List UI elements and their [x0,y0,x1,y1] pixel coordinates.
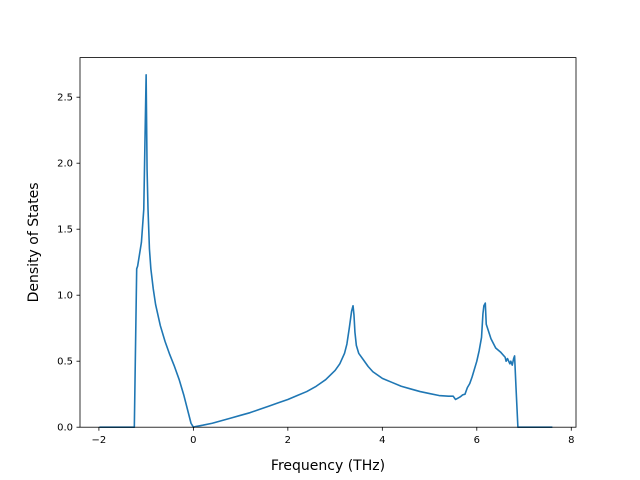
x-axis-label: Frequency (THz) [271,458,385,474]
y-axis-ticks: 0.0 0.5 1.0 1.5 2.0 2.5 [57,93,80,434]
y-axis-label: Density of States [26,182,42,302]
plot-content [99,73,553,429]
dos-series-line [99,73,553,429]
x-tick-label: 2 [285,435,291,446]
y-tick-label: 1.0 [57,291,73,302]
axes-frame [79,57,577,428]
x-tick-label: 6 [474,435,480,446]
y-tick-label: 2.0 [57,159,73,170]
y-tick-label: 1.5 [57,225,73,236]
x-axis-ticks: −2 0 2 4 6 8 [92,427,574,446]
x-tick-label: −2 [92,435,107,446]
x-tick-label: 4 [379,435,385,446]
y-tick-label: 0.0 [57,423,73,434]
x-tick-label: 0 [190,435,196,446]
y-tick-label: 2.5 [57,93,73,104]
x-tick-label: 8 [568,435,574,446]
y-tick-label: 0.5 [57,357,73,368]
